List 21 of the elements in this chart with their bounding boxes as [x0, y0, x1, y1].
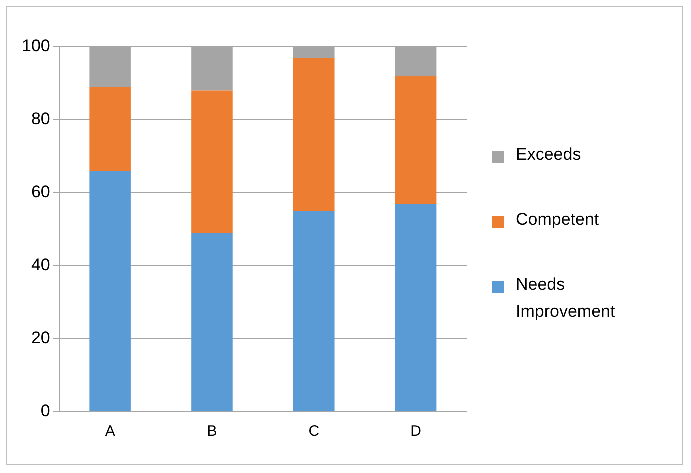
y-tick-label: 20 — [31, 328, 50, 348]
bar — [294, 211, 335, 412]
bar — [192, 233, 233, 412]
x-tick-label: A — [105, 423, 116, 440]
bar — [90, 171, 131, 412]
legend-label: Exceeds — [516, 144, 582, 166]
x-tick-label: C — [308, 423, 320, 440]
bar — [192, 90, 233, 234]
y-tick-label: 60 — [31, 182, 50, 202]
bar — [90, 87, 131, 172]
bar — [395, 204, 437, 412]
bar — [395, 76, 437, 204]
x-tick-label: B — [207, 423, 218, 440]
y-tick-label: 100 — [22, 36, 50, 56]
bar — [294, 58, 335, 212]
y-tick-label: 80 — [31, 110, 50, 129]
legend-label: Competent — [516, 208, 600, 230]
y-tick-label: 40 — [31, 256, 50, 275]
x-tick-label: D — [410, 423, 422, 440]
y-tick-label: 0 — [40, 402, 50, 421]
legend-label: Needs Improvement — [516, 274, 616, 322]
